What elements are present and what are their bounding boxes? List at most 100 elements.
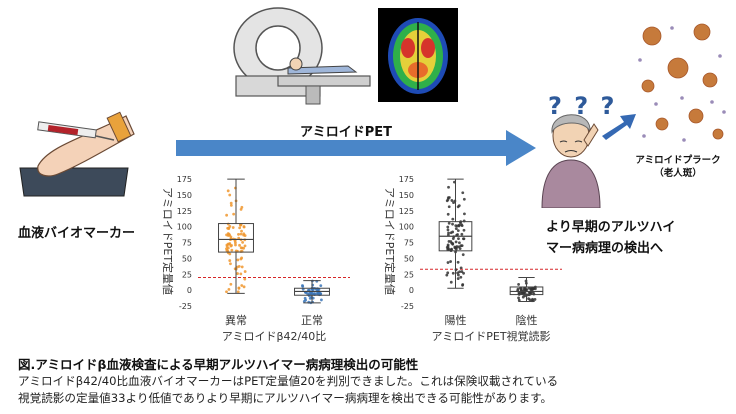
data-point bbox=[447, 221, 451, 225]
data-point bbox=[319, 284, 323, 287]
data-point bbox=[451, 222, 454, 226]
data-point bbox=[229, 262, 232, 266]
data-point bbox=[228, 225, 232, 228]
data-point bbox=[451, 271, 455, 275]
data-point bbox=[236, 272, 239, 275]
data-point bbox=[449, 280, 453, 284]
caption-line1: アミロイドβ42/40比血液バイオマーカーはPET定量値20を判別できました。こ… bbox=[18, 374, 559, 388]
data-point bbox=[233, 241, 237, 245]
result-label-line2: マー病病理の検出へ bbox=[546, 241, 664, 256]
data-point bbox=[236, 290, 240, 294]
brain-pet-image bbox=[378, 8, 458, 102]
data-point bbox=[447, 248, 451, 251]
question-marks: ? ? ? bbox=[548, 92, 617, 120]
data-point bbox=[517, 298, 521, 302]
y-tick-label: 125 bbox=[399, 207, 414, 216]
y-tick-label: 150 bbox=[399, 191, 414, 200]
x-axis-label: アミロイドβ42/40比 bbox=[222, 330, 327, 343]
data-point bbox=[242, 232, 246, 236]
data-point bbox=[517, 296, 520, 300]
data-point bbox=[458, 241, 461, 245]
data-point bbox=[237, 233, 240, 236]
data-point bbox=[243, 270, 247, 273]
data-point bbox=[457, 224, 461, 228]
caption-body: アミロイドβ42/40比血液バイオマーカーはPET定量値20を判別できました。こ… bbox=[18, 373, 730, 407]
category-label: 陽性 bbox=[445, 313, 467, 327]
data-point bbox=[527, 297, 530, 300]
y-tick-label: 175 bbox=[177, 175, 192, 184]
elderly-woman-illustration bbox=[541, 114, 601, 208]
y-axis-label: アミロイドPET定量値 bbox=[161, 187, 175, 295]
data-point bbox=[461, 253, 465, 257]
data-point bbox=[229, 201, 233, 205]
data-point bbox=[455, 245, 459, 248]
data-point bbox=[463, 212, 466, 216]
plaque-label: アミロイドプラーク （老人斑） bbox=[630, 154, 726, 180]
data-point bbox=[456, 271, 460, 275]
data-point bbox=[456, 273, 460, 277]
data-point bbox=[457, 204, 461, 208]
data-point bbox=[226, 189, 230, 193]
data-point bbox=[446, 228, 450, 232]
biomarker-label: 血液バイオマーカー bbox=[18, 226, 136, 241]
data-point bbox=[239, 232, 243, 236]
data-point bbox=[239, 223, 242, 227]
data-point bbox=[225, 243, 229, 247]
data-point bbox=[227, 232, 231, 236]
data-point bbox=[523, 288, 527, 292]
data-point bbox=[519, 291, 523, 295]
y-tick-label: 100 bbox=[399, 223, 414, 232]
y-tick-label: 150 bbox=[177, 191, 192, 200]
data-point bbox=[243, 244, 247, 248]
data-point bbox=[228, 259, 232, 262]
data-point bbox=[313, 292, 317, 295]
data-point bbox=[453, 246, 457, 250]
data-point bbox=[459, 275, 463, 279]
data-point bbox=[456, 260, 460, 264]
pet-scanner-illustration bbox=[233, 7, 371, 105]
data-point bbox=[301, 284, 304, 287]
y-tick-label: 75 bbox=[404, 239, 414, 248]
data-point bbox=[449, 231, 453, 235]
y-tick-label: 175 bbox=[399, 175, 414, 184]
data-point bbox=[232, 212, 236, 216]
y-tick-label: 25 bbox=[182, 270, 192, 279]
data-point bbox=[446, 261, 450, 264]
data-point bbox=[227, 242, 231, 246]
data-point bbox=[229, 282, 233, 286]
y-tick-label: 50 bbox=[404, 254, 414, 263]
data-point bbox=[447, 205, 451, 209]
data-point bbox=[238, 243, 241, 247]
data-point bbox=[309, 292, 313, 295]
data-point bbox=[225, 290, 228, 294]
category-label: 正常 bbox=[301, 314, 323, 327]
plaque-label-line2: （老人斑） bbox=[654, 168, 702, 179]
data-point bbox=[462, 271, 465, 275]
data-point bbox=[462, 197, 466, 201]
data-point bbox=[242, 225, 246, 229]
data-point bbox=[446, 198, 450, 201]
amyloid-plaque-illustration bbox=[638, 23, 726, 142]
data-point bbox=[461, 191, 465, 195]
data-point bbox=[230, 248, 234, 252]
data-point bbox=[239, 246, 243, 250]
box-異常 bbox=[218, 223, 254, 253]
data-point bbox=[225, 213, 229, 217]
data-point bbox=[457, 237, 460, 241]
category-label: 異常 bbox=[225, 314, 247, 327]
data-point bbox=[451, 237, 455, 241]
timeline-arrow bbox=[176, 130, 536, 166]
data-point bbox=[239, 272, 243, 276]
data-point bbox=[449, 260, 452, 263]
data-point bbox=[456, 233, 459, 236]
data-point bbox=[459, 266, 463, 270]
data-point bbox=[229, 235, 233, 239]
y-tick-label: -25 bbox=[401, 302, 414, 311]
result-label-line1: より早期のアルツハイ bbox=[546, 220, 676, 235]
data-point bbox=[231, 226, 235, 229]
data-point bbox=[241, 240, 245, 244]
data-point bbox=[238, 226, 242, 230]
data-point bbox=[459, 244, 463, 248]
data-point bbox=[236, 258, 240, 262]
